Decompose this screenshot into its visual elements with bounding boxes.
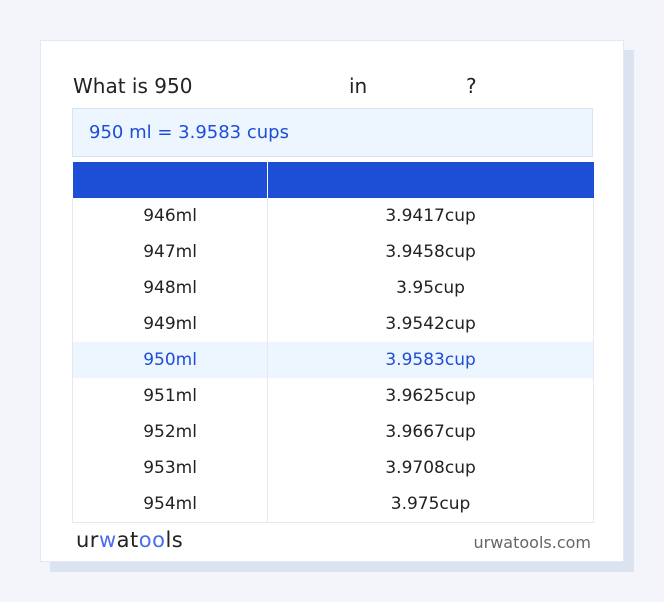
header-ml — [72, 162, 268, 198]
urwatools-logo[interactable]: urwatools — [76, 528, 184, 552]
table-row: 947ml 3.9458cup — [71, 234, 594, 270]
cup-cell: 3.9417cup — [267, 198, 594, 234]
table-row: 946ml 3.9417cup — [71, 198, 594, 234]
table-row: 952ml 3.9667cup — [71, 414, 594, 450]
title-in: in — [349, 74, 368, 98]
header-cup — [267, 162, 594, 198]
question-title: What is 950 in ? — [73, 74, 477, 194]
cup-cell: 3.95cup — [267, 270, 594, 306]
cup-cell: 3.975cup — [267, 486, 594, 523]
table-row: 950ml 3.9583cup — [71, 342, 594, 378]
ml-cell: 954ml — [71, 486, 269, 523]
result-banner: 950 ml = 3.9583 cups — [72, 108, 593, 157]
conversion-table: 946ml 3.9417cup 947ml 3.9458cup 948ml 3.95cup… — [71, 162, 594, 523]
title-prefix: What is 950 — [73, 74, 193, 98]
table-row: 953ml 3.9708cup — [71, 450, 594, 486]
cup-cell: 3.9458cup — [267, 234, 594, 270]
ml-cell: 947ml — [71, 234, 269, 270]
table-row: 948ml 3.95cup — [71, 270, 594, 306]
cup-cell: 3.9667cup — [267, 414, 594, 450]
ml-cell: 951ml — [71, 378, 269, 414]
table-row: 951ml 3.9625cup — [71, 378, 594, 414]
ml-cell: 949ml — [71, 306, 269, 342]
ml-cell: 953ml — [71, 450, 269, 486]
cup-cell: 3.9542cup — [267, 306, 594, 342]
table-row: 949ml 3.9542cup — [71, 306, 594, 342]
site-url[interactable]: urwatools.com — [473, 533, 592, 552]
title-question: ? — [466, 74, 477, 98]
table-row: 954ml 3.975cup — [71, 486, 594, 523]
ml-cell: 948ml — [71, 270, 269, 306]
ml-cell: 946ml — [71, 198, 269, 234]
ml-cell: 952ml — [71, 414, 269, 450]
ml-cell: 950ml — [71, 342, 269, 378]
cup-cell: 3.9583cup — [267, 342, 594, 378]
converter-card: What is 950 in ? 950 ml = 3.9583 cups 94… — [40, 40, 624, 562]
cup-cell: 3.9625cup — [267, 378, 594, 414]
cup-cell: 3.9708cup — [267, 450, 594, 486]
